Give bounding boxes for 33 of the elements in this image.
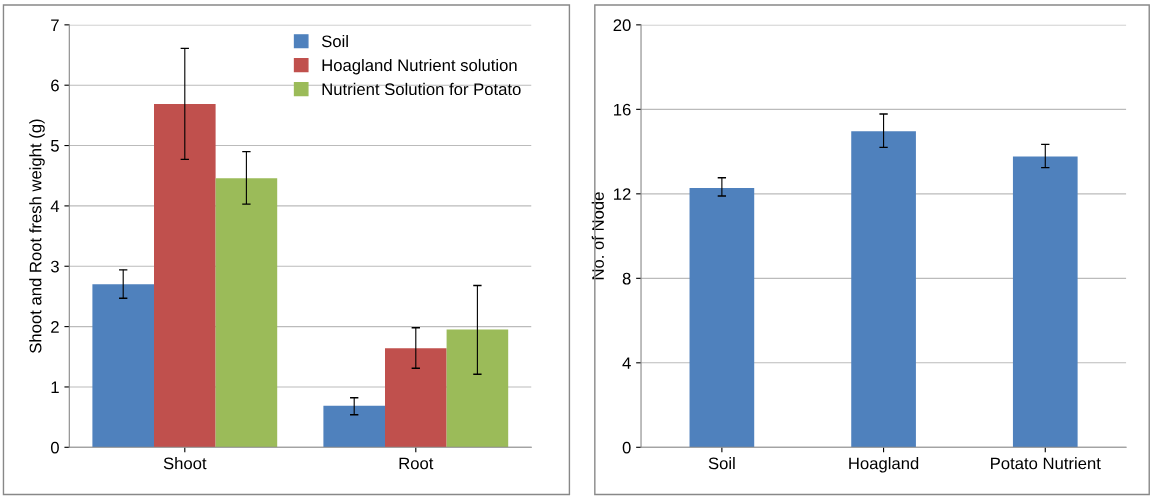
legend-label: Hoagland Nutrient solution xyxy=(322,58,517,75)
bar xyxy=(92,284,154,448)
y-tick-label: 0 xyxy=(50,441,59,454)
y-tick-label: 1 xyxy=(51,381,59,393)
legend-label: Nutrient Solution for Potato xyxy=(322,82,521,96)
bar xyxy=(385,348,447,448)
y-tick-label: 12 xyxy=(614,188,631,200)
bar xyxy=(154,103,216,448)
y-tick-label: 6 xyxy=(51,79,59,92)
bar xyxy=(215,178,278,448)
x-tick-label: Root xyxy=(399,457,434,470)
bar xyxy=(323,405,385,448)
y-tick-label: 2 xyxy=(51,321,59,333)
bar xyxy=(851,131,916,448)
y-tick-label: 7 xyxy=(51,19,59,31)
x-tick-label: Shoot xyxy=(163,457,207,470)
y-tick-label: 4 xyxy=(50,200,60,212)
y-tick-label: 0 xyxy=(622,441,631,454)
bar xyxy=(689,187,755,448)
bar xyxy=(1012,156,1078,448)
x-tick-label: Hoagland xyxy=(849,457,919,473)
y-tick-label: 3 xyxy=(50,260,59,273)
y-tick-label: 8 xyxy=(622,272,631,285)
legend-label: Soil xyxy=(321,34,348,48)
y-axis-title: No. of Node xyxy=(591,192,604,280)
y-tick-label: 16 xyxy=(614,103,631,116)
x-tick-label: Soil xyxy=(708,457,735,470)
y-axis-title: Shoot and Root fresh weight (g) xyxy=(29,119,45,353)
y-tick-label: 4 xyxy=(622,357,631,369)
y-tick-label: 5 xyxy=(50,140,59,152)
y-tick-label: 20 xyxy=(613,19,631,32)
x-tick-label: Potato Nutrient xyxy=(991,457,1101,470)
bar xyxy=(446,329,509,448)
